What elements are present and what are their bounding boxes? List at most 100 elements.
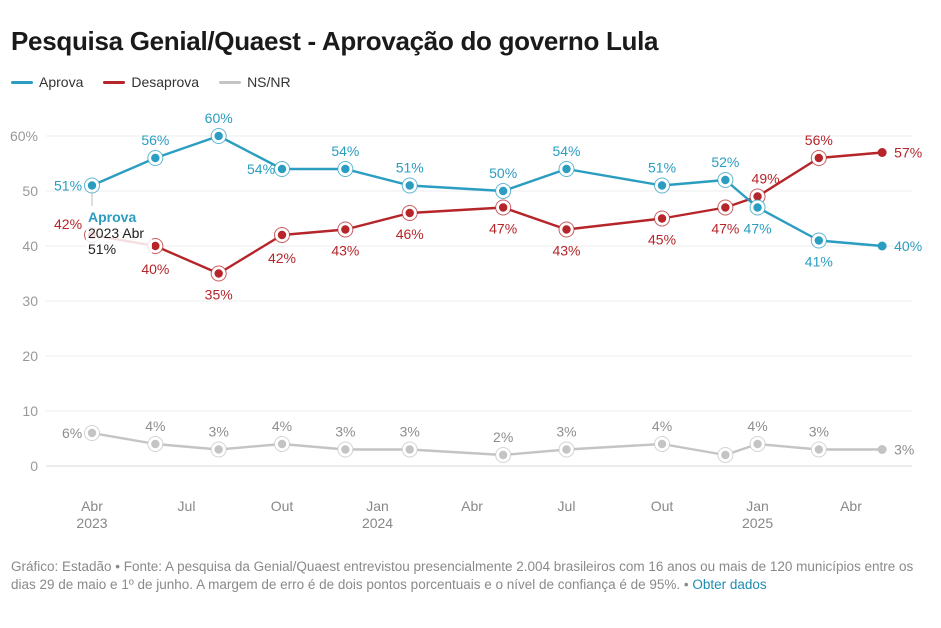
data-point-desaprova[interactable] [753, 192, 762, 201]
data-label-ns-nr: 6% [62, 425, 82, 441]
x-tick-year-label: 2025 [742, 515, 773, 531]
data-point-desaprova[interactable] [498, 203, 508, 212]
data-point-desaprova[interactable] [562, 225, 571, 234]
x-tick-label: Out [651, 498, 674, 514]
data-label-desaprova: 43% [552, 243, 580, 259]
data-label-ns-nr: 3% [400, 424, 420, 440]
data-point-ns-nr[interactable] [814, 445, 824, 454]
data-point-ns-nr[interactable] [657, 439, 667, 449]
data-point-ns-nr[interactable] [277, 439, 287, 449]
data-label-desaprova: 45% [648, 232, 676, 248]
data-point-desaprova[interactable] [814, 153, 824, 163]
data-point-desaprova[interactable] [405, 208, 414, 218]
data-label-desaprova: 47% [489, 221, 517, 237]
data-label-ns-nr: 3% [556, 424, 576, 440]
data-label-aprova: 41% [805, 254, 833, 270]
data-label-desaprova: 47% [711, 221, 739, 237]
data-point-desaprova[interactable] [721, 203, 730, 212]
data-point-desaprova[interactable] [877, 148, 887, 157]
data-point-ns-nr[interactable] [753, 439, 762, 449]
data-point-ns-nr[interactable] [87, 428, 97, 438]
data-label-ns-nr: 4% [145, 418, 165, 434]
data-label-desaprova: 43% [331, 243, 359, 259]
tooltip-value-label: 51% [88, 241, 116, 257]
x-tick-year-label: 2024 [362, 515, 393, 531]
chart-legend: Aprova Desaprova NS/NR [11, 74, 291, 90]
data-point-aprova[interactable] [753, 203, 762, 212]
data-point-aprova[interactable] [562, 164, 571, 174]
data-label-aprova: 52% [711, 154, 739, 170]
y-tick-label: 30 [22, 293, 38, 309]
data-point-ns-nr[interactable] [498, 450, 508, 460]
data-point-aprova[interactable] [341, 164, 350, 174]
data-point-ns-nr[interactable] [341, 445, 350, 454]
data-point-ns-nr[interactable] [877, 445, 887, 454]
y-tick-label: 0 [30, 458, 38, 474]
data-point-desaprova[interactable] [214, 269, 223, 278]
data-label-ns-nr: 3% [209, 424, 229, 440]
data-label-aprova: 50% [489, 165, 517, 181]
data-label-desaprova: 42% [54, 216, 82, 232]
data-label-ns-nr: 3% [809, 424, 829, 440]
obter-dados-link[interactable]: Obter dados [692, 577, 767, 592]
data-point-aprova[interactable] [877, 241, 887, 251]
data-point-aprova[interactable] [657, 181, 667, 190]
tooltip-box [86, 206, 152, 260]
data-label-desaprova: 42% [268, 250, 296, 266]
data-point-desaprova[interactable] [151, 241, 160, 251]
data-label-aprova: 60% [205, 110, 233, 126]
y-tick-label: 40 [22, 238, 38, 254]
tooltip-series-label: Aprova [88, 209, 136, 225]
data-point-ns-nr[interactable] [214, 445, 223, 454]
data-point-desaprova[interactable] [657, 214, 667, 223]
data-label-ns-nr: 4% [747, 418, 767, 434]
data-label-aprova: 54% [247, 161, 275, 177]
data-point-aprova[interactable] [721, 175, 730, 185]
x-tick-label: Abr [81, 498, 103, 514]
y-tick-label: 50 [22, 183, 38, 199]
data-label-desaprova: 57% [894, 145, 922, 161]
data-point-aprova[interactable] [405, 181, 414, 190]
legend-swatch-aprova [11, 80, 33, 84]
data-label-ns-nr: 4% [652, 418, 672, 434]
data-label-ns-nr: 3% [335, 424, 355, 440]
data-point-ns-nr[interactable] [721, 450, 730, 460]
x-tick-label: Jan [366, 498, 389, 514]
legend-item-desaprova[interactable]: Desaprova [103, 74, 199, 90]
data-label-aprova: 51% [648, 160, 676, 176]
data-point-ns-nr[interactable] [562, 445, 571, 454]
chart-footer: Gráfico: Estadão • Fonte: A pesquisa da … [11, 558, 926, 594]
data-label-aprova: 47% [744, 221, 772, 237]
data-point-aprova[interactable] [277, 164, 287, 174]
chart-title: Pesquisa Genial/Quaest - Aprovação do go… [11, 26, 659, 56]
y-tick-label: 20 [22, 348, 38, 364]
x-tick-label: Out [271, 498, 294, 514]
data-point-aprova[interactable] [498, 186, 508, 196]
legend-item-nsnr[interactable]: NS/NR [219, 74, 291, 90]
x-tick-label: Jul [558, 498, 576, 514]
x-tick-label: Jul [178, 498, 196, 514]
data-point-aprova[interactable] [814, 236, 824, 245]
tooltip-date-label: 2023 Abr [88, 225, 144, 241]
x-tick-label: Abr [461, 498, 483, 514]
data-point-aprova[interactable] [151, 153, 160, 163]
x-tick-year-label: 2023 [76, 515, 107, 531]
legend-item-aprova[interactable]: Aprova [11, 74, 83, 90]
data-point-desaprova[interactable] [277, 230, 287, 240]
data-point-aprova[interactable] [214, 131, 223, 141]
data-label-aprova: 51% [396, 160, 424, 176]
data-point-desaprova[interactable] [341, 225, 350, 234]
data-point-ns-nr[interactable] [151, 439, 160, 449]
data-label-desaprova: 46% [396, 226, 424, 242]
data-label-aprova: 56% [141, 132, 169, 148]
data-point-aprova[interactable] [87, 181, 97, 190]
x-tick-label: Jan [746, 498, 769, 514]
y-tick-label: 10 [22, 403, 38, 419]
data-label-ns-nr: 2% [493, 429, 513, 445]
data-label-desaprova: 35% [205, 287, 233, 303]
footer-source-text: Gráfico: Estadão • Fonte: A pesquisa da … [11, 559, 914, 592]
data-point-ns-nr[interactable] [405, 445, 414, 454]
legend-swatch-desaprova [103, 80, 126, 84]
x-tick-label: Abr [840, 498, 862, 514]
